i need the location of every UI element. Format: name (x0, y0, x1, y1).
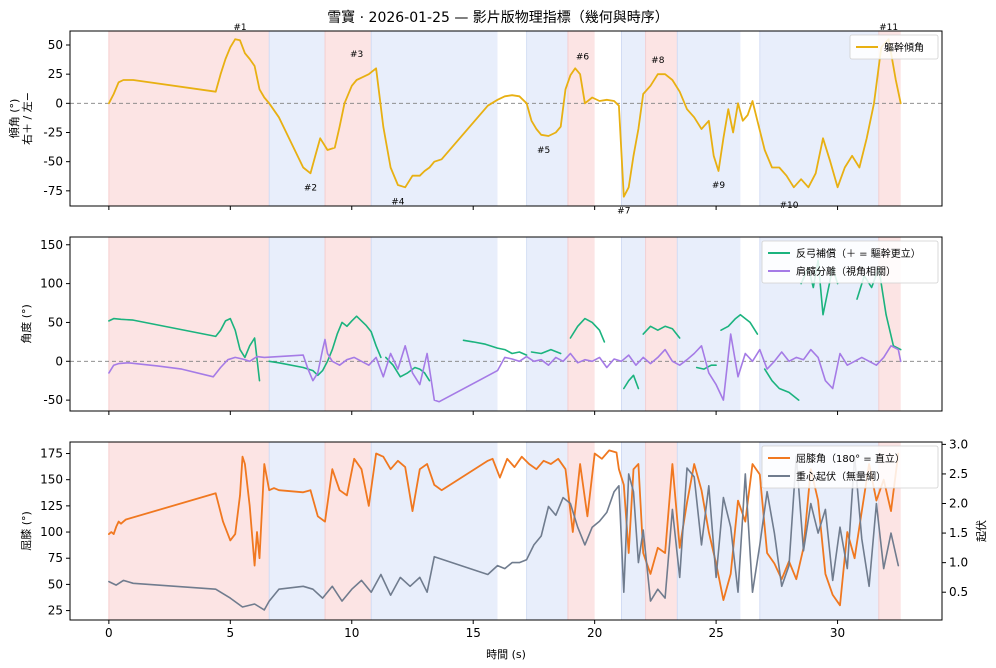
tilt-legend: 軀幹傾角 (849, 34, 939, 60)
tilt-y-tick-label: -75 (43, 184, 63, 198)
knee-y2-tick-label: 0.5 (949, 585, 968, 599)
knee-y2-tick-label: 1.5 (949, 526, 968, 540)
tilt-phase-band (621, 31, 646, 206)
angles-series-line-1 (763, 368, 800, 401)
tilt-plot-frame (69, 30, 943, 207)
peak-annotation: #4 (391, 197, 405, 207)
tilt-y-axis-title: 傾角 (°) (7, 99, 21, 139)
tilt-phase-band (269, 31, 326, 206)
angles-series-line-1 (462, 339, 528, 356)
legend-label: 軀幹傾角 (884, 41, 924, 54)
angles-series-line-1 (569, 317, 606, 343)
angles-phase-band (526, 237, 568, 411)
legend-label: 肩髖分離（視角相關） (796, 265, 896, 278)
tilt-phase-band (371, 31, 498, 206)
knee-phase-band (108, 442, 270, 620)
knee-legend-frame (761, 445, 939, 489)
tilt-y-axis-subtitle: 右＋ / 左− (20, 92, 34, 145)
angles-y-axis-title: 角度 (°) (19, 304, 33, 344)
knee-y2-tick-label: 1.0 (949, 556, 968, 570)
knee-y-tick-label: 50 (48, 577, 63, 591)
tilt-y-tick-label: 50 (48, 38, 63, 52)
knee-y-tick-label: 175 (40, 447, 63, 461)
tilt-legend-frame (849, 34, 939, 60)
angles-series-line-2 (108, 333, 902, 403)
peak-annotation: #2 (304, 183, 317, 193)
figure-title: 雪寶 · 2026-01-25 — 影片版物理指標（幾何與時序） (327, 10, 669, 26)
peak-annotation: #8 (651, 56, 665, 66)
knee-y2-axis-title: 起伏 (974, 520, 988, 542)
x-tick-label: 20 (587, 626, 602, 640)
peak-annotation: #9 (712, 181, 726, 191)
angles-y-tick-label: 150 (40, 238, 63, 252)
tilt-y-tick-label: 0 (55, 96, 63, 110)
angles-y-tick-label: 100 (40, 277, 63, 291)
x-tick-label: 30 (830, 626, 845, 640)
knee-y-tick-label: 125 (40, 499, 63, 513)
tilt-phase-band (567, 31, 595, 206)
angles-phase-band (108, 237, 270, 411)
peak-annotation: #11 (879, 23, 898, 33)
knee-y2-tick-label: 2.0 (949, 497, 968, 511)
angles-phase-band (567, 237, 595, 411)
peak-annotation: #5 (537, 146, 550, 156)
knee-y-tick-label: 100 (40, 525, 63, 539)
angles-plot-frame (69, 236, 943, 412)
knee-legend: 屈膝角（180° = 直立） 重心起伏（無量綱） (761, 445, 939, 489)
tilt-series-line-1 (108, 38, 902, 198)
angles-phase-band (621, 237, 646, 411)
panel-angles: 150 100 50 0 -50 角度 (°) 反弓補償（＋ = 驅幹更立） 肩髖分離（視角相… (19, 236, 943, 415)
knee-series-line-1 (108, 449, 900, 607)
x-tick-label: 15 (466, 626, 481, 640)
knee-y2-tick-label: 3.0 (949, 437, 968, 451)
angles-phase-band (269, 237, 326, 411)
peak-annotation: #6 (576, 52, 590, 62)
tilt-series-group (108, 38, 902, 198)
knee-y-tick-label: 75 (48, 551, 63, 565)
panel-tilt: #1#2#3#4#5#6#7#8#9#10#1150250-25-50-75傾角… (7, 23, 943, 217)
angles-legend: 反弓補償（＋ = 驅幹更立） 肩髖分離（視角相關） (761, 240, 939, 284)
knee-plot-frame (69, 441, 943, 621)
angles-series-line-1 (530, 348, 562, 355)
legend-label: 反弓補償（＋ = 驅幹更立） (796, 247, 921, 260)
x-tick-label: 25 (708, 626, 723, 640)
tilt-phase-band (759, 31, 879, 206)
tilt-phase-band (108, 31, 270, 206)
panel-knee: 0 5 10 15 20 25 30 175 150 125 100 75 50 25 3.0 2.5 2.0 1… (20, 437, 988, 640)
tilt-phase-bands (108, 31, 901, 206)
peak-annotation: #7 (617, 207, 630, 217)
legend-label: 重心起伏（無量綱） (796, 470, 886, 483)
angles-series-line-1 (268, 315, 382, 377)
x-tick-label: 0 (105, 626, 113, 640)
angles-phase-band (645, 237, 678, 411)
x-tick-label: 10 (344, 626, 359, 640)
angles-series-line-1 (642, 325, 681, 339)
angles-series-line-1 (622, 374, 640, 390)
knee-phase-band (371, 442, 498, 620)
knee-y-axis-title: 屈膝 (°) (20, 511, 33, 551)
tilt-phase-band (645, 31, 678, 206)
tilt-phase-band (325, 31, 372, 206)
angles-y-tick-label: 50 (48, 315, 63, 329)
knee-phase-band (526, 442, 568, 620)
x-tick-label: 5 (226, 626, 234, 640)
knee-y2-tick-label: 2.5 (949, 467, 968, 481)
angles-y-tick-label: 0 (55, 354, 63, 368)
tilt-y-tick-label: -25 (43, 126, 63, 140)
angles-series-line-1 (720, 313, 759, 335)
angles-series-line-1 (108, 317, 261, 382)
angles-legend-frame (761, 240, 939, 284)
peak-annotation: #1 (233, 23, 246, 33)
tilt-y-tick-label: -50 (43, 155, 63, 169)
angles-y-tick-label: -50 (43, 393, 63, 407)
legend-label: 屈膝角（180° = 直立） (796, 452, 905, 465)
tilt-y-tick-label: 25 (48, 67, 63, 81)
peak-annotation: #3 (350, 50, 363, 60)
knee-y-tick-label: 150 (40, 473, 63, 487)
x-axis-title: 時間 (s) (486, 648, 526, 661)
knee-y-tick-label: 25 (48, 604, 63, 618)
angles-phase-band (371, 237, 498, 411)
